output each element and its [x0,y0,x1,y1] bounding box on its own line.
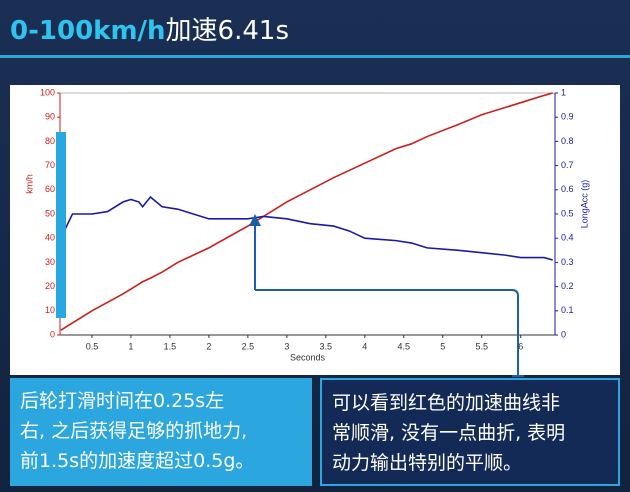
title-highlight: 0-100km/h [10,16,166,46]
annotation-line: 可以看到红色的加速曲线非 [332,392,561,414]
y-tick-label: 70 [45,160,55,170]
y-tick-label: 100 [40,87,55,97]
y-tick-label: 30 [45,257,55,267]
y2-tick-label: 0.1 [561,305,574,315]
x-tick-label: 6 [518,341,523,351]
x-tick-label: 0.5 [86,341,99,351]
y-tick-label: 20 [45,281,55,291]
bracket [254,222,519,376]
arrow-head [249,214,261,226]
series-line [60,195,553,261]
x-tick-label: 3 [284,341,289,351]
y2-axis-label: LongAcc (g) [579,180,589,229]
annotation-line: 常顺滑, 没有一点曲折, 表明 [332,422,566,444]
y-tick-label: 80 [45,136,55,146]
y2-tick-label: 0.8 [561,136,574,146]
divider [0,55,630,58]
annotation-line: 后轮打滑时间在0.25s左 [20,390,225,412]
y2-tick-label: 0.6 [561,184,574,194]
y2-tick-label: 0.4 [561,233,574,243]
x-tick-label: 2 [206,341,211,351]
y2-tick-label: 0.7 [561,160,574,170]
y-tick-label: 90 [45,112,55,122]
y-axis-label: km/h [24,174,34,194]
x-tick-label: 1 [128,341,133,351]
plot-area [59,92,556,336]
y-tick-label: 50 [45,208,55,218]
y2-tick-label: 0.9 [561,112,574,122]
annotation-left: 后轮打滑时间在0.25s左 右, 之后获得足够的抓地力, 前1.5s的加速度超过… [10,378,312,486]
y-tick-label: 40 [45,233,55,243]
x-tick-label: 3.5 [320,341,333,351]
y-tick-label: 0 [50,329,55,339]
annotation-right: 可以看到红色的加速曲线非 常顺滑, 没有一点曲折, 表明 动力输出特别的平顺。 [320,378,620,486]
y2-tick-label: 0.5 [561,208,574,218]
x-tick-label: 5 [440,341,445,351]
y2-tick-label: 0.2 [561,281,574,291]
x-tick-label: 1.5 [164,341,177,351]
annotation-line: 动力输出特别的平顺。 [332,452,523,474]
x-tick-label: 2.5 [242,341,255,351]
y-tick-label: 60 [45,184,55,194]
y2-tick-label: 0.3 [561,257,574,267]
x-tick-label: 4 [362,341,367,351]
annotation-line: 右, 之后获得足够的抓地力, [20,420,248,442]
y2-tick-label: 0 [561,329,566,339]
x-axis-label: Seconds [290,352,326,362]
annotation-line: 前1.5s的加速度超过0.5g。 [20,450,255,472]
title: 0-100km/h加速6.41s [10,10,289,47]
x-tick-label: 4.5 [398,341,411,351]
x-tick-label: 5.5 [475,341,488,351]
y-tick-label: 10 [45,305,55,315]
title-rest: 加速6.41s [165,16,289,46]
highlight-bar [56,132,66,318]
y2-tick-label: 1 [561,87,566,97]
